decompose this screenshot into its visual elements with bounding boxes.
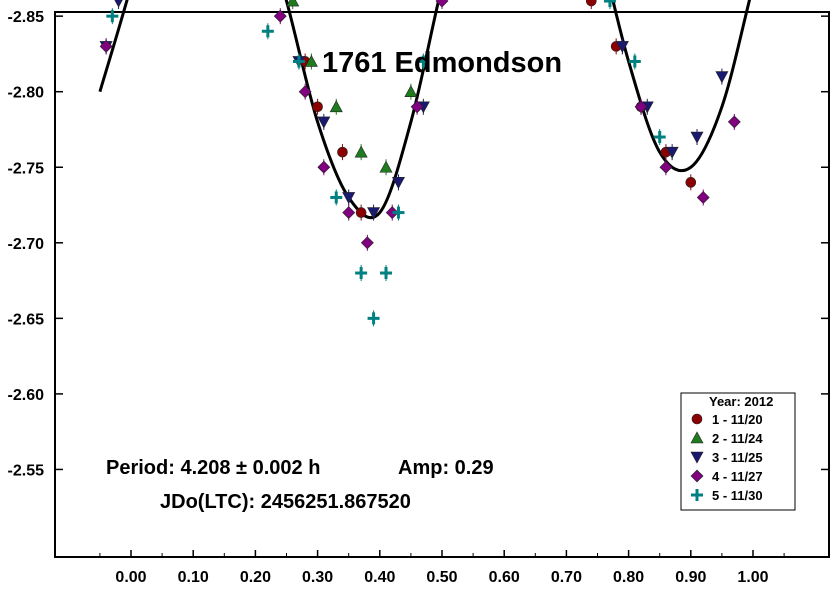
data-points-layer [99,0,741,327]
data-point [342,206,356,220]
y-tick-label: -2.80 [8,85,45,102]
period-annotation: Period: 4.208 ± 0.002 h [106,457,320,479]
data-point [354,145,368,158]
data-point [317,160,331,174]
y-tick-label: -2.70 [8,236,45,253]
data-point [304,54,318,67]
fit-curve [98,0,752,220]
data-point [435,0,449,8]
data-point [312,101,323,113]
data-point [342,192,356,205]
x-tick-label: 0.30 [302,569,333,586]
x-tick-label: 1.00 [737,569,768,586]
y-axis: -2.55-2.60-2.65-2.70-2.75-2.80-2.85-2.90… [8,9,829,479]
data-point [379,160,393,173]
y-tick-label: -2.65 [8,311,45,328]
y-tick-label: -2.85 [8,9,45,26]
data-point [360,236,374,250]
x-tick-label: 0.20 [240,569,271,586]
data-point [685,177,697,188]
legend-box [680,392,796,511]
legend-title: Year: 2012 [709,394,773,409]
x-tick-label: 0.10 [178,569,209,586]
data-point [292,55,305,68]
x-tick-label: 0.70 [551,569,582,586]
legend-marker [690,431,704,444]
legend-label: 1 - 11/20 [712,412,763,427]
data-point [286,0,300,7]
x-tick-label: 0.60 [489,569,520,586]
data-point [298,85,312,99]
data-point [380,267,393,280]
data-point [367,312,380,325]
data-point [337,146,348,158]
data-point [392,206,405,219]
y-tick-label: -2.55 [8,462,45,479]
legend-marker [690,469,704,483]
legend-marker [691,489,703,501]
chart-title: 1761 Edmondson [322,47,562,79]
legend-items: 1 - 11/20 2 - 11/24 3 - 11/25 4 - 11/27 5 - … [690,412,763,503]
data-point [317,116,331,129]
x-tick-label: 0.90 [675,569,706,586]
data-point [385,206,399,220]
x-tick-label: 0.40 [364,569,395,586]
data-point [653,131,666,144]
data-point [367,207,381,220]
x-tick-label: 0.80 [613,569,644,586]
legend: Year: 2012 1 - 11/20 2 - 11/24 3 - 11/25 4 … [680,392,796,511]
legend-marker [690,451,704,464]
data-point [603,0,616,8]
data-point [665,146,679,159]
data-point [355,267,368,280]
legend-label: 5 - 11/30 [712,488,763,503]
data-point [634,100,648,114]
data-point [106,10,119,23]
data-point [696,191,710,204]
data-point [391,177,405,189]
data-point [715,71,729,84]
legend-marker [691,413,703,425]
data-point [659,160,673,174]
x-tick-label: 0.50 [426,569,457,586]
fit-curve-layer [98,0,752,220]
y-tick-label: -2.60 [8,387,45,404]
data-point [273,9,287,23]
legend-label: 2 - 11/24 [712,431,763,446]
jdo-annotation: JDo(LTC): 2456251.867520 [160,491,411,513]
data-point [261,25,274,38]
data-point [99,39,113,53]
amplitude-annotation: Amp: 0.29 [398,457,494,479]
x-tick-label: 0.00 [115,569,146,586]
data-point [114,0,123,8]
data-point [585,0,597,7]
data-point [330,191,343,204]
data-point [727,115,741,129]
data-point [329,100,343,113]
data-point [690,131,704,144]
legend-label: 3 - 11/25 [712,450,763,465]
y-tick-label: -2.75 [8,160,45,177]
legend-label: 4 - 11/27 [712,469,763,484]
data-point [417,55,430,68]
data-point [615,41,629,53]
data-point [628,55,641,68]
data-point [355,207,367,218]
data-point [404,85,418,97]
x-axis: 0.00 0.10 0.20 0.30 0.40 0.50 0.60 0.70 0.80 0.90… [99,550,785,586]
data-point [410,100,424,114]
